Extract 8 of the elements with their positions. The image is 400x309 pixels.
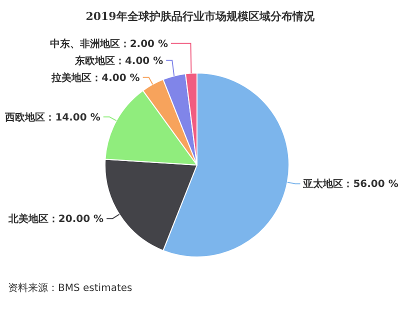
chart-title: 2019年全球护肤品行业市场规模区域分布情况 [86,10,316,23]
slice-label: 西欧地区：14.00 % [4,111,100,124]
slice-label: 中东、非洲地区：2.00 % [50,38,168,50]
slice-label: 亚太地区：56.00 % [302,178,398,190]
slice-label: 东欧地区：4.00 % [74,54,164,67]
slice-label: 拉美地区：4.00 % [50,72,140,84]
slice-label: 北美地区：20.00 % [7,213,104,226]
text: 资料来源：BMS estimates [8,282,132,294]
